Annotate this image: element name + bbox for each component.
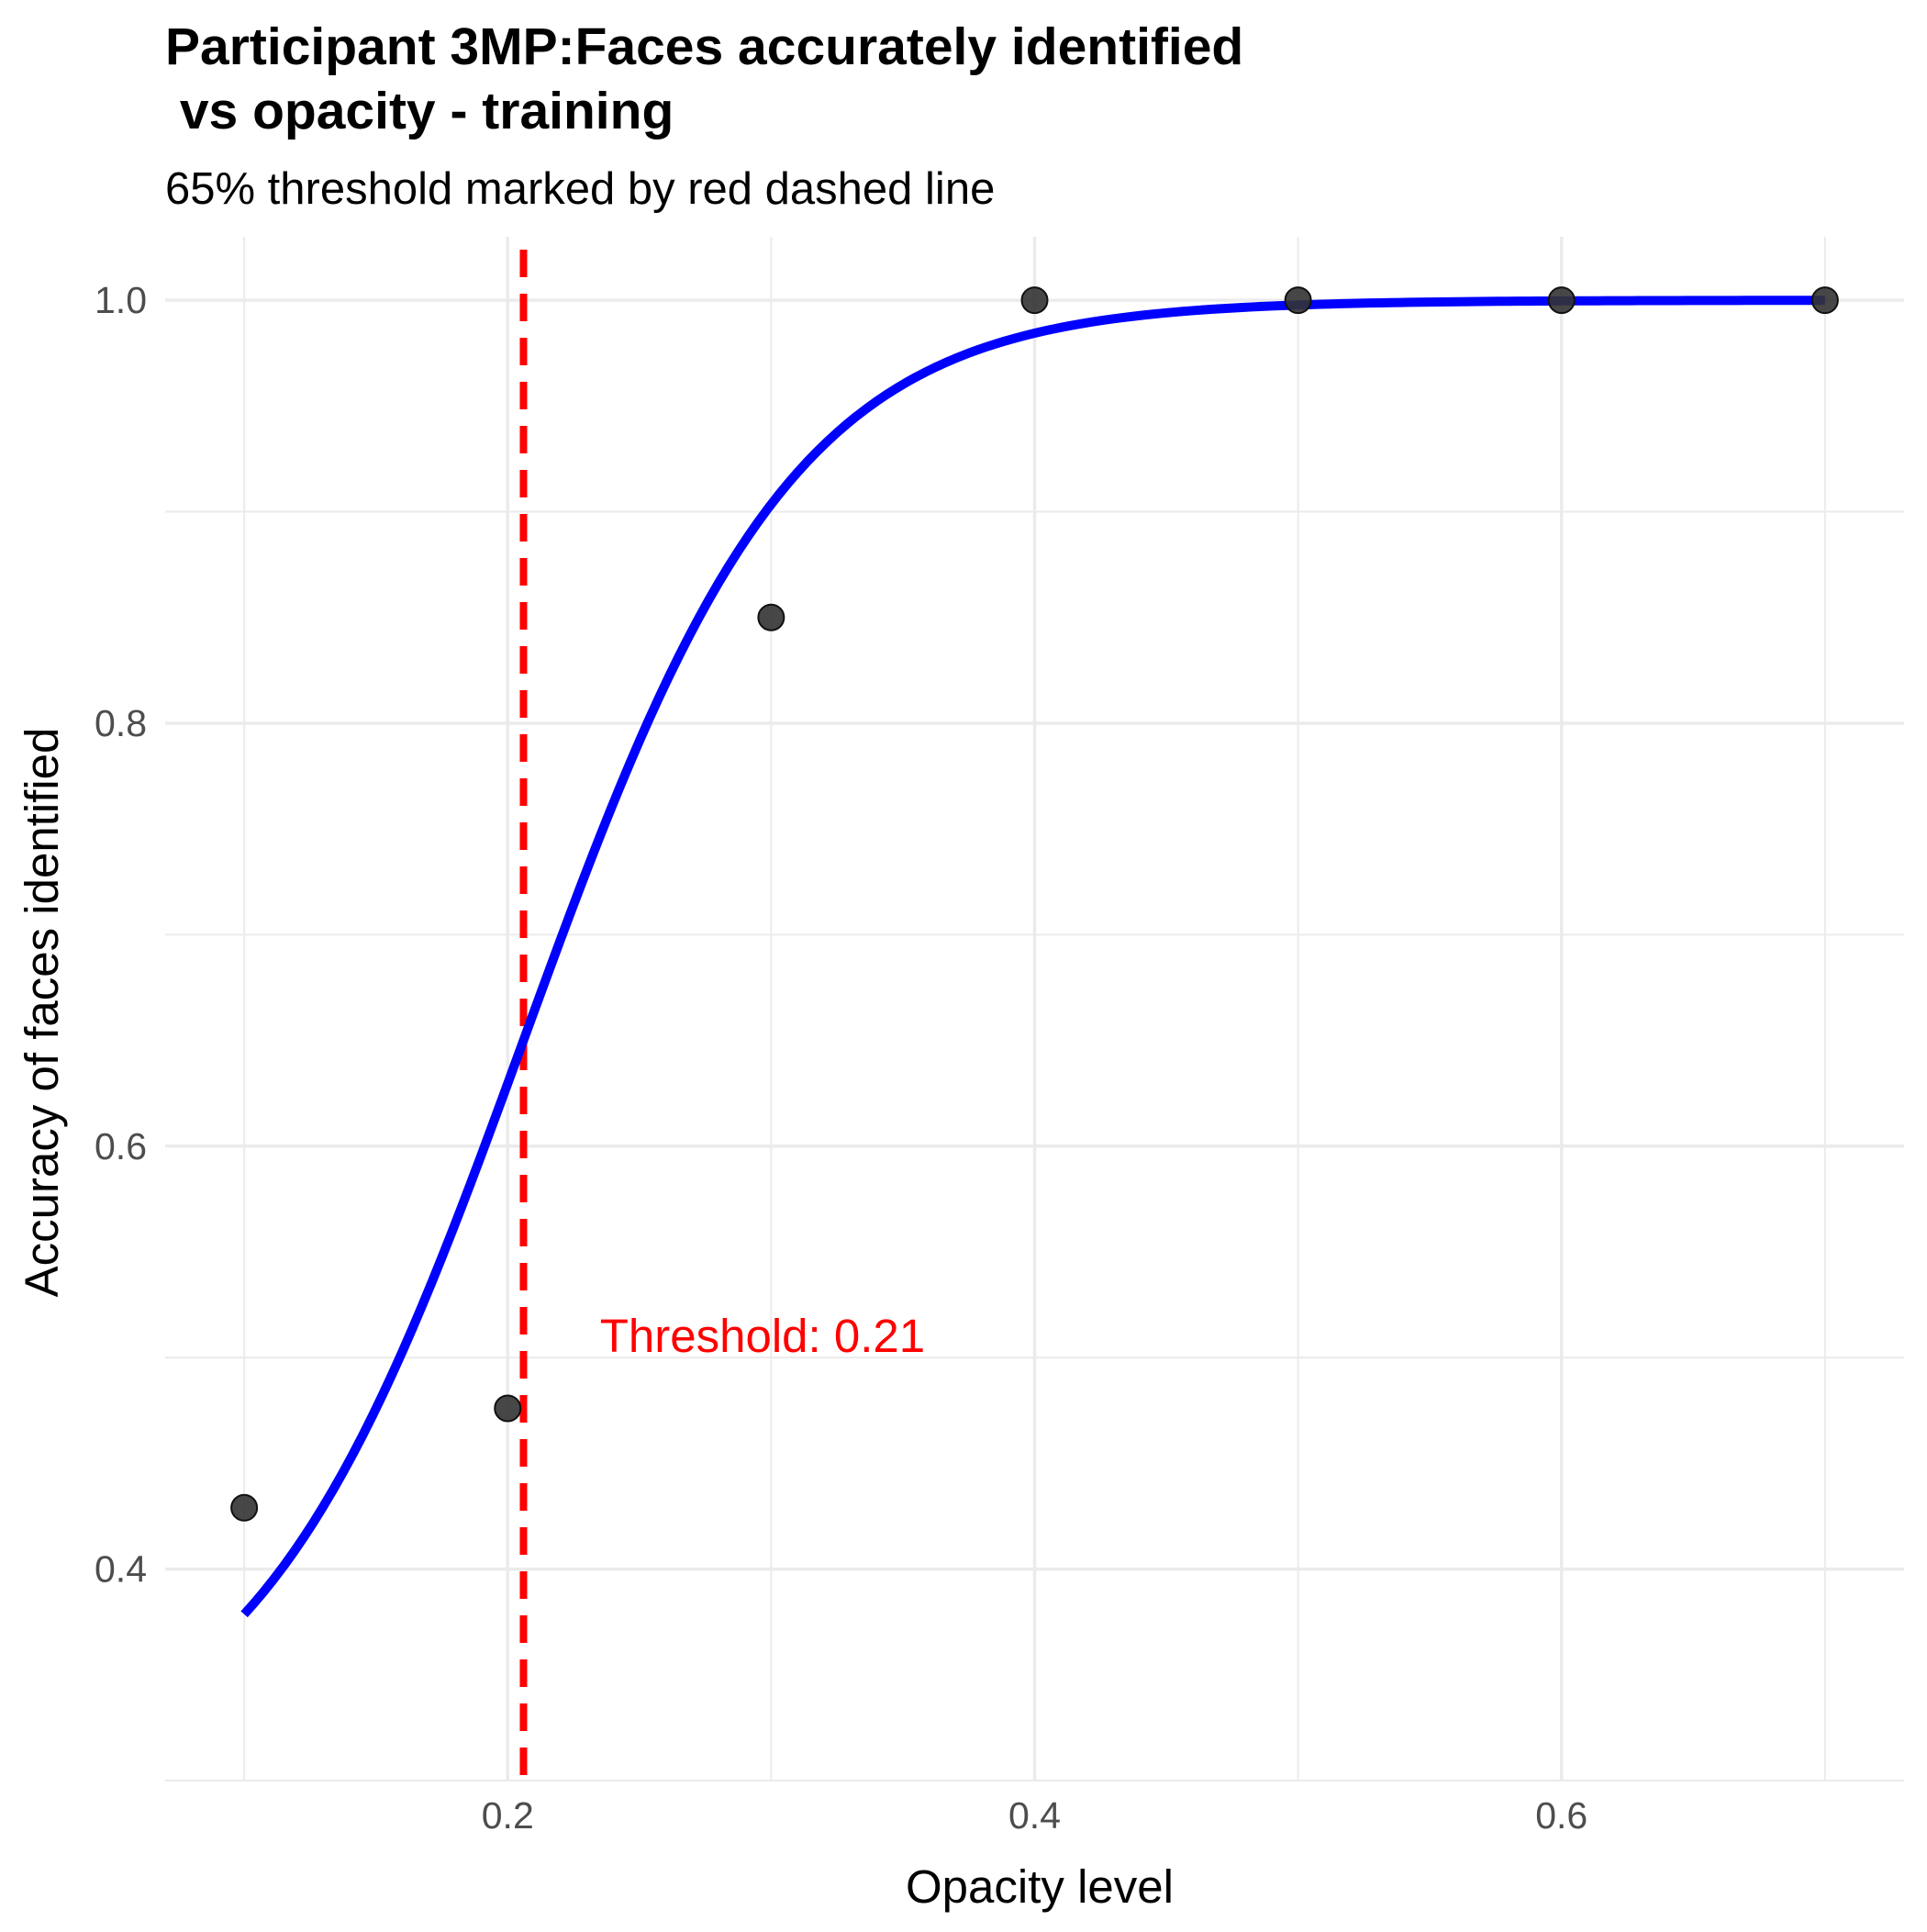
- data-point: [1547, 286, 1576, 315]
- x-axis-title: Opacity level: [906, 1860, 1174, 1913]
- grid-lines: [165, 237, 1904, 1781]
- data-point: [494, 1394, 522, 1423]
- x-tick-label: 0.2: [482, 1794, 534, 1837]
- y-axis-title: Accuracy of faces identified: [16, 728, 68, 1298]
- y-tick-label: 0.4: [95, 1548, 147, 1591]
- data-point: [1020, 286, 1049, 315]
- data-point: [1810, 286, 1839, 315]
- x-tick-label: 0.4: [1008, 1794, 1061, 1837]
- data-points: [230, 286, 1839, 1522]
- chart-title-line-2: vs opacity - training: [165, 82, 674, 140]
- y-tick-label: 0.6: [95, 1125, 147, 1167]
- chart-subtitle: 65% threshold marked by red dashed line: [165, 164, 995, 214]
- tick-labels: 0.2 0.4 0.6 0.4 0.6 0.8 1.0: [95, 279, 1587, 1837]
- y-tick-label: 0.8: [95, 702, 147, 744]
- threshold-label: Threshold: 0.21: [600, 1310, 925, 1362]
- x-tick-label: 0.6: [1535, 1794, 1587, 1837]
- y-tick-label: 1.0: [95, 279, 147, 321]
- data-point: [757, 603, 785, 631]
- data-point: [230, 1493, 259, 1522]
- data-point: [1284, 286, 1312, 315]
- chart-title-line-1: Participant 3MP:Faces accurately identif…: [165, 17, 1243, 76]
